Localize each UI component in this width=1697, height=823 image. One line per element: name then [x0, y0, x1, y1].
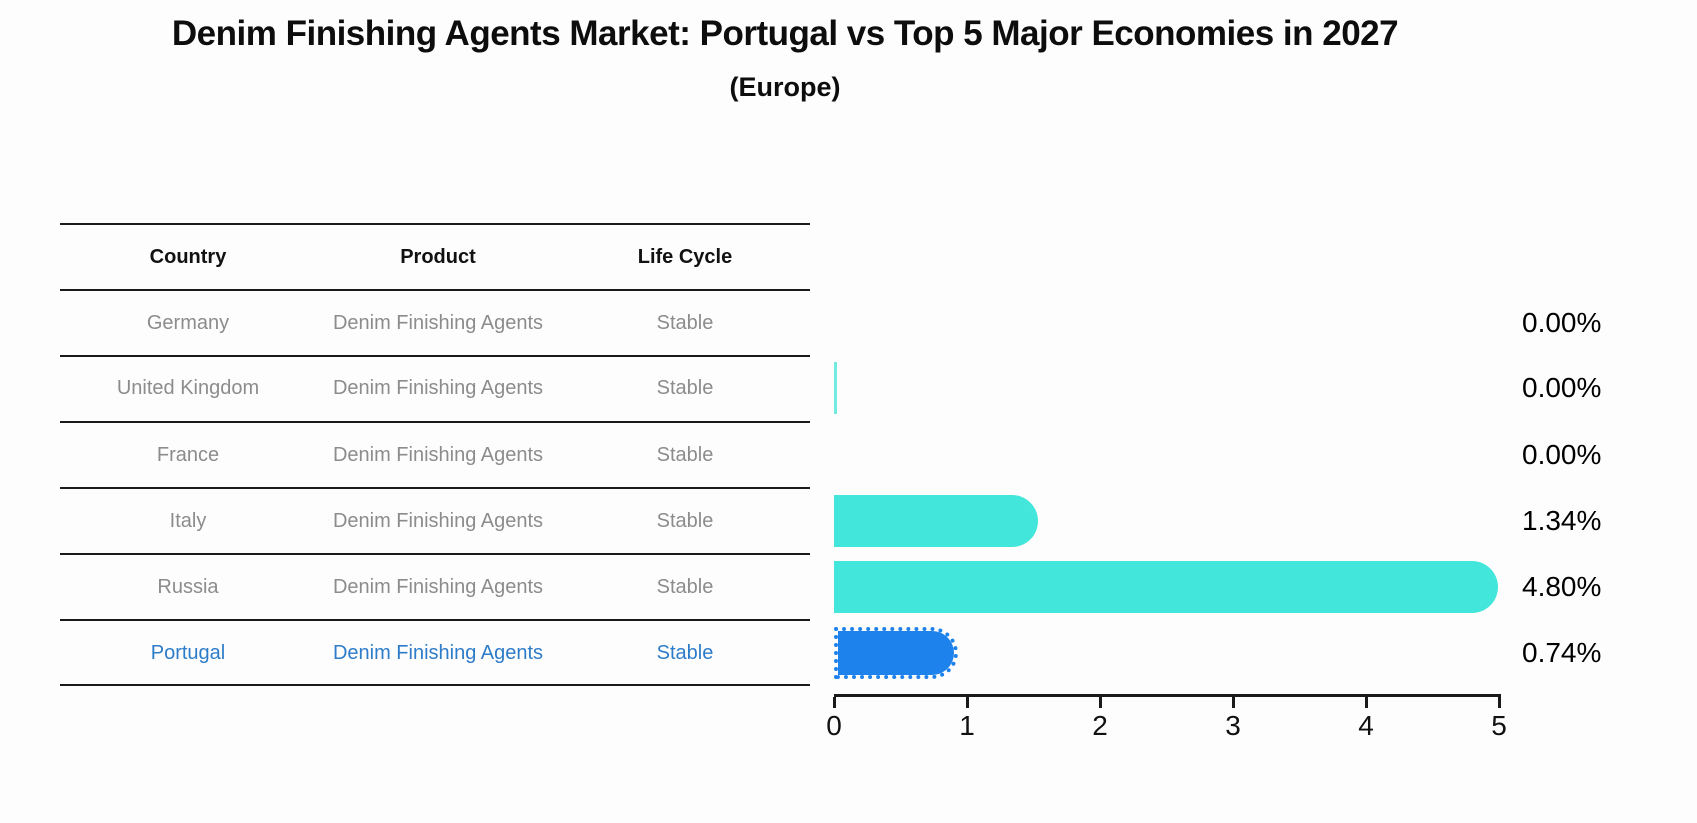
table-line: [60, 684, 810, 686]
life-cycle-cell: Stable: [656, 509, 714, 532]
country-cell: Russia: [157, 575, 219, 598]
value-label: 0.00%: [1522, 307, 1602, 338]
value-label: 1.34%: [1522, 505, 1602, 536]
bar-russia: [834, 561, 1498, 613]
table-line: [60, 355, 810, 357]
country-cell: France: [156, 443, 220, 466]
table-row-russia: Russia Denim Finishing Agents Stable: [60, 570, 810, 604]
product-cell: Product: [400, 245, 476, 268]
table-line: [60, 619, 810, 621]
table-line: [60, 289, 810, 291]
x-tick-label: 1: [959, 710, 975, 741]
bar-united-kingdom: [834, 362, 837, 414]
x-tick: [1498, 697, 1501, 708]
x-tick-label: 2: [1092, 710, 1108, 741]
table-line: [60, 421, 810, 423]
x-tick: [1365, 697, 1368, 708]
x-tick-label: 0: [826, 710, 842, 741]
bar-portugal: [834, 627, 958, 679]
chart-subtitle: (Europe): [729, 72, 841, 102]
product-cell: Denim Finishing Agents: [332, 311, 544, 334]
life-cycle-cell: Stable: [656, 376, 714, 399]
product-cell: Denim Finishing Agents: [332, 443, 544, 466]
value-label: 0.00%: [1522, 439, 1602, 470]
x-tick: [966, 697, 969, 708]
country-cell: United Kingdom: [116, 376, 260, 399]
x-tick: [1232, 697, 1235, 708]
chart-title: Denim Finishing Agents Market: Portugal …: [171, 14, 1399, 53]
x-tick: [1099, 697, 1102, 708]
country-cell: Germany: [146, 311, 230, 334]
table-row-header: Country Product Life Cycle: [60, 240, 810, 274]
x-tick-label: 4: [1358, 710, 1374, 741]
table-row-france: France Denim Finishing Agents Stable: [60, 438, 810, 472]
x-tick-label: 3: [1225, 710, 1241, 741]
life-cycle-cell: Stable: [656, 641, 714, 664]
table-row-germany: Germany Denim Finishing Agents Stable: [60, 306, 810, 340]
table-row-united-kingdom: United Kingdom Denim Finishing Agents Stab…: [60, 371, 810, 405]
life-cycle-cell: Stable: [656, 575, 714, 598]
product-cell: Denim Finishing Agents: [332, 509, 544, 532]
value-label: 0.00%: [1522, 372, 1602, 403]
life-cycle-cell: Life Cycle: [637, 245, 733, 268]
product-cell: Denim Finishing Agents: [332, 376, 544, 399]
life-cycle-cell: Stable: [656, 311, 714, 334]
country-cell: Portugal: [150, 641, 226, 664]
table-line: [60, 553, 810, 555]
table-row-italy: Italy Denim Finishing Agents Stable: [60, 504, 810, 538]
table-row-portugal: Portugal Denim Finishing Agents Stable: [60, 636, 810, 670]
x-tick: [833, 697, 836, 708]
value-label: 0.74%: [1522, 637, 1602, 668]
country-cell: Country: [149, 245, 227, 268]
product-cell: Denim Finishing Agents: [332, 575, 544, 598]
country-cell: Italy: [169, 509, 207, 532]
value-label: 4.80%: [1522, 571, 1602, 602]
table-line: [60, 487, 810, 489]
life-cycle-cell: Stable: [656, 443, 714, 466]
product-cell: Denim Finishing Agents: [332, 641, 544, 664]
x-axis-line: [834, 694, 1501, 697]
bar-italy: [834, 495, 1038, 547]
table-line: [60, 223, 810, 225]
x-tick-label: 5: [1491, 710, 1507, 741]
